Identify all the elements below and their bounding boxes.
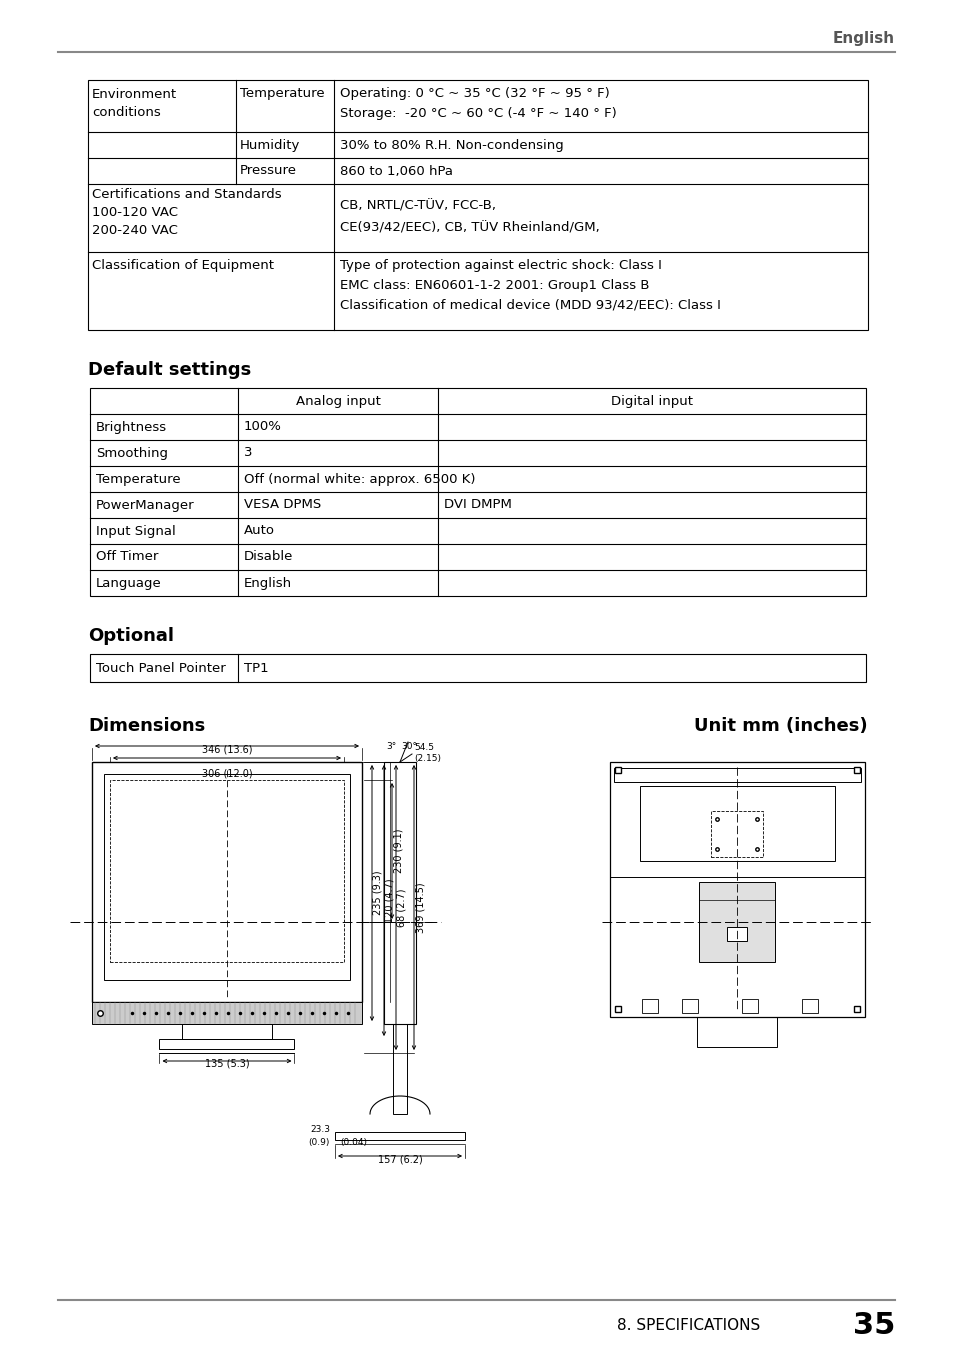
Text: EMC class: EN60601-1-2 2001: Group1 Class B: EMC class: EN60601-1-2 2001: Group1 Clas… (339, 279, 649, 291)
Bar (384, 762, 416, 1024)
Text: Optional: Optional (88, 627, 173, 644)
Text: 306 (12.0): 306 (12.0) (201, 768, 252, 779)
Text: (2.15): (2.15) (414, 755, 440, 763)
Text: 68 (2.7): 68 (2.7) (396, 888, 407, 927)
Text: Off Timer: Off Timer (96, 550, 158, 563)
Text: 35: 35 (852, 1312, 894, 1340)
Text: 3: 3 (244, 446, 253, 460)
Bar (741, 999, 758, 1012)
Text: Classification of medical device (MDD 93/42/EEC): Class I: Classification of medical device (MDD 93… (339, 298, 720, 311)
Text: Disable: Disable (244, 550, 294, 563)
Bar (614, 768, 861, 782)
Text: Digital input: Digital input (610, 395, 692, 407)
Text: Dimensions: Dimensions (88, 717, 205, 735)
Text: Touch Panel Pointer: Touch Panel Pointer (96, 662, 226, 674)
Bar (641, 999, 658, 1012)
Bar (393, 1024, 407, 1113)
Text: 230 (9.1): 230 (9.1) (394, 829, 403, 874)
Text: Classification of Equipment: Classification of Equipment (91, 260, 274, 272)
Bar (90, 654, 865, 682)
Text: Temperature: Temperature (96, 473, 180, 485)
Bar (711, 810, 762, 856)
Text: 346 (13.6): 346 (13.6) (201, 745, 252, 755)
Text: Off (normal white: approx. 6500 K): Off (normal white: approx. 6500 K) (244, 473, 475, 485)
Bar (91, 762, 361, 1002)
Text: Input Signal: Input Signal (96, 524, 175, 538)
Text: 30% to 80% R.H. Non-condensing: 30% to 80% R.H. Non-condensing (339, 139, 563, 151)
Text: 23.3: 23.3 (310, 1126, 330, 1135)
Text: Unit mm (inches): Unit mm (inches) (694, 717, 867, 735)
Text: English: English (832, 31, 894, 46)
Text: 120 (4.7): 120 (4.7) (385, 878, 395, 923)
Bar (91, 1002, 361, 1024)
Text: 200-240 VAC: 200-240 VAC (91, 224, 177, 236)
Bar (609, 762, 864, 1016)
Bar (801, 999, 817, 1012)
Text: 369 (14.5): 369 (14.5) (416, 882, 426, 933)
Text: 860 to 1,060 hPa: 860 to 1,060 hPa (339, 164, 453, 178)
Bar (159, 1039, 294, 1049)
Bar (90, 388, 865, 596)
Bar (639, 786, 834, 861)
Text: Humidity: Humidity (240, 139, 300, 151)
Text: Language: Language (96, 577, 162, 589)
Text: Type of protection against electric shock: Class I: Type of protection against electric shoc… (339, 259, 661, 271)
Text: 100%: 100% (244, 421, 281, 434)
Text: Certifications and Standards: Certifications and Standards (91, 187, 281, 201)
Bar (699, 882, 775, 962)
Text: (0.9): (0.9) (309, 1138, 330, 1147)
Text: CB, NRTL/C-TÜV, FCC-B,: CB, NRTL/C-TÜV, FCC-B, (339, 200, 496, 213)
Text: 100-120 VAC: 100-120 VAC (91, 205, 178, 218)
Bar (182, 1024, 272, 1039)
Text: 54.5: 54.5 (414, 744, 434, 752)
Text: 8. SPECIFICATIONS: 8. SPECIFICATIONS (616, 1318, 760, 1333)
Text: 135 (5.3): 135 (5.3) (205, 1060, 249, 1069)
Text: DVI DMPM: DVI DMPM (443, 499, 512, 511)
Text: Environment: Environment (91, 88, 177, 101)
Bar (335, 1132, 464, 1140)
Text: Storage:  -20 °C ~ 60 °C (-4 °F ~ 140 ° F): Storage: -20 °C ~ 60 °C (-4 °F ~ 140 ° F… (339, 108, 616, 120)
Text: 3°: 3° (386, 741, 396, 751)
Bar (727, 927, 747, 941)
Text: Pressure: Pressure (240, 164, 296, 178)
Text: Auto: Auto (244, 524, 274, 538)
Text: 30°: 30° (400, 741, 416, 751)
Bar (104, 774, 350, 980)
Text: 157 (6.2): 157 (6.2) (377, 1154, 422, 1165)
Text: Operating: 0 °C ~ 35 °C (32 °F ~ 95 ° F): Operating: 0 °C ~ 35 °C (32 °F ~ 95 ° F) (339, 88, 609, 101)
Text: conditions: conditions (91, 105, 161, 119)
Text: Temperature: Temperature (240, 88, 324, 101)
Text: VESA DPMS: VESA DPMS (244, 499, 321, 511)
Text: English: English (244, 577, 292, 589)
Text: TP1: TP1 (244, 662, 269, 674)
Text: PowerManager: PowerManager (96, 499, 194, 511)
Text: Smoothing: Smoothing (96, 446, 168, 460)
Bar (697, 1016, 777, 1047)
Text: Analog input: Analog input (295, 395, 380, 407)
Bar (88, 80, 867, 330)
Text: Default settings: Default settings (88, 361, 251, 379)
Text: 235 (9.3): 235 (9.3) (373, 871, 382, 915)
Bar (110, 780, 344, 962)
Bar (681, 999, 698, 1012)
Text: CE(93/42/EEC), CB, TÜV Rheinland/GM,: CE(93/42/EEC), CB, TÜV Rheinland/GM, (339, 221, 599, 235)
Text: Brightness: Brightness (96, 421, 167, 434)
Text: (0.04): (0.04) (339, 1138, 367, 1147)
